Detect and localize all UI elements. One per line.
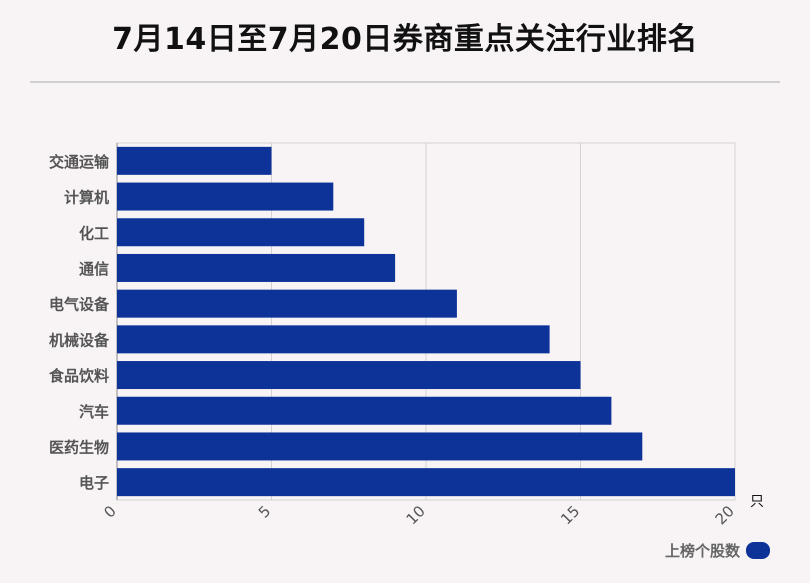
category-label: 机械设备	[49, 331, 110, 349]
chart-title: 7月14日至7月20日券商重点关注行业排名	[112, 22, 698, 57]
category-label: 医药生物	[49, 438, 109, 456]
category-label: 通信	[79, 260, 109, 278]
category-label: 电子	[79, 474, 109, 492]
x-tick-label: 10	[403, 502, 429, 528]
bar	[117, 253, 396, 282]
bar	[117, 146, 272, 175]
bar	[117, 468, 735, 497]
category-label: 计算机	[64, 189, 109, 207]
x-tick-label: 0	[100, 502, 119, 521]
bar	[117, 432, 643, 461]
category-label: 化工	[79, 224, 109, 242]
x-tick-label: 15	[557, 502, 583, 528]
bar	[117, 289, 457, 318]
legend-label: 上榜个股数	[664, 542, 740, 560]
title-divider	[30, 81, 780, 83]
legend: 上榜个股数	[665, 540, 770, 561]
bar	[117, 325, 550, 354]
bar	[117, 396, 612, 425]
bar	[117, 361, 581, 390]
x-axis-ticks: 0 5 10 15 20	[100, 502, 737, 528]
bar	[117, 182, 334, 211]
category-label: 交通运输	[49, 153, 110, 171]
category-label: 食品饮料	[49, 367, 109, 385]
category-label: 汽车	[79, 403, 109, 421]
category-label: 电气设备	[49, 296, 110, 314]
x-tick-label: 20	[712, 502, 738, 528]
bars	[117, 146, 735, 497]
x-axis-unit: 只	[750, 494, 764, 510]
bar	[117, 218, 365, 247]
x-tick-label: 5	[255, 502, 274, 521]
legend-swatch	[746, 542, 770, 559]
